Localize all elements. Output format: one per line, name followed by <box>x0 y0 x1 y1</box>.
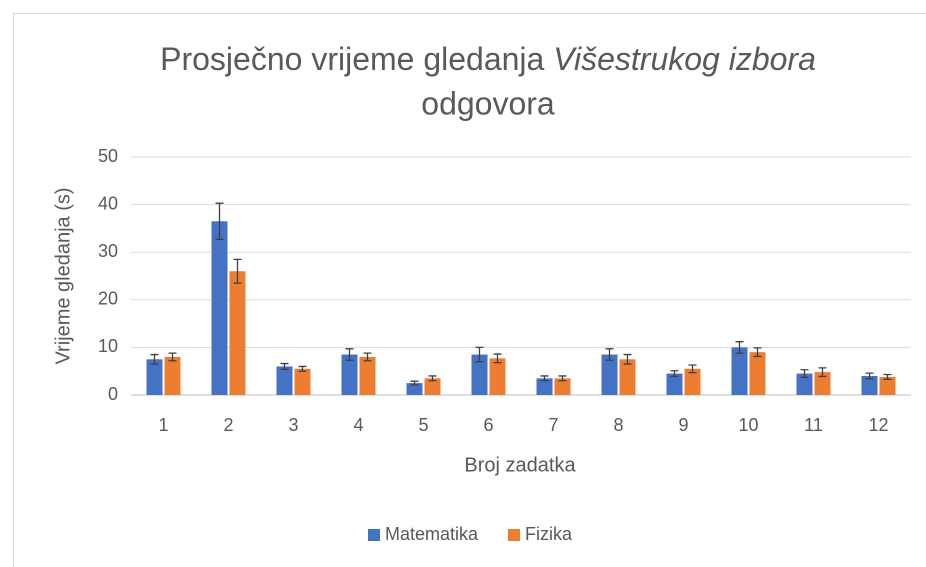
x-tick-label: 7 <box>548 415 558 435</box>
y-tick-label: 20 <box>98 289 118 309</box>
bar <box>619 359 636 395</box>
x-axis-label: Broj zadatka <box>464 454 576 476</box>
error-bar <box>800 369 809 379</box>
bar <box>359 356 376 395</box>
error-bar <box>280 362 289 370</box>
error-bar <box>558 375 567 382</box>
chart-title: Prosječno vrijeme gledanja Višestrukog i… <box>160 41 816 77</box>
bar <box>796 373 813 395</box>
bar <box>164 356 181 395</box>
bar <box>211 221 228 395</box>
x-tick-label: 10 <box>738 415 758 435</box>
x-tick-label: 1 <box>158 415 168 435</box>
error-bar <box>150 353 159 365</box>
x-tick-label: 6 <box>483 415 493 435</box>
x-tick-label: 2 <box>223 415 233 435</box>
bar <box>814 372 831 395</box>
error-bar <box>345 348 354 361</box>
error-bar <box>493 353 502 364</box>
legend-swatch <box>508 529 520 541</box>
y-tick-label: 30 <box>98 241 118 261</box>
error-bar <box>475 346 484 363</box>
bar <box>489 358 506 395</box>
error-bar <box>735 341 744 354</box>
x-tick-label: 9 <box>678 415 688 435</box>
y-tick-label: 40 <box>98 193 118 213</box>
bar <box>424 378 441 395</box>
title-part: Prosječno vrijeme gledanja <box>160 41 544 77</box>
bar <box>749 352 766 395</box>
bar <box>471 354 488 395</box>
bar <box>276 366 293 395</box>
x-tick-label: 4 <box>353 415 363 435</box>
error-bar <box>688 364 697 374</box>
y-tick-label: 10 <box>98 336 118 356</box>
x-tick-label: 8 <box>613 415 623 435</box>
error-bar <box>233 258 242 284</box>
title-part: Višestrukog izbora <box>553 41 816 77</box>
error-bar <box>753 347 762 358</box>
x-tick-label: 12 <box>868 415 888 435</box>
error-bar <box>298 365 307 372</box>
bar <box>229 271 246 395</box>
bar <box>601 354 618 395</box>
y-tick-label: 0 <box>108 384 118 404</box>
legend-label: Fizika <box>525 524 573 544</box>
y-tick-label: 50 <box>98 146 118 166</box>
error-bar <box>818 367 827 378</box>
legend-swatch <box>368 529 380 541</box>
bar <box>294 368 311 395</box>
bar <box>879 376 896 395</box>
chart-title: odgovora <box>421 85 555 121</box>
x-tick-label: 11 <box>804 415 823 435</box>
bar <box>861 375 878 395</box>
y-axis-label: Vrijeme gledanja (s) <box>52 187 74 364</box>
error-bar <box>215 202 224 240</box>
bar <box>666 373 683 395</box>
bar <box>536 378 553 395</box>
legend-label: Matematika <box>385 524 479 544</box>
error-bar <box>623 353 632 365</box>
chart-frame <box>13 13 926 567</box>
bar <box>146 359 163 395</box>
x-tick-label: 5 <box>418 415 428 435</box>
error-bar <box>410 380 419 386</box>
error-bar <box>428 375 437 382</box>
error-bar <box>363 352 372 362</box>
error-bar <box>670 370 679 378</box>
bar <box>341 354 358 395</box>
error-bar <box>605 348 614 361</box>
x-tick-label: 3 <box>288 415 298 435</box>
bar <box>731 347 748 395</box>
bar <box>406 383 423 395</box>
bar <box>554 378 571 395</box>
error-bar <box>168 352 177 362</box>
error-bar <box>883 373 892 380</box>
error-bar <box>540 375 549 382</box>
bar <box>684 368 701 395</box>
error-bar <box>865 372 874 380</box>
